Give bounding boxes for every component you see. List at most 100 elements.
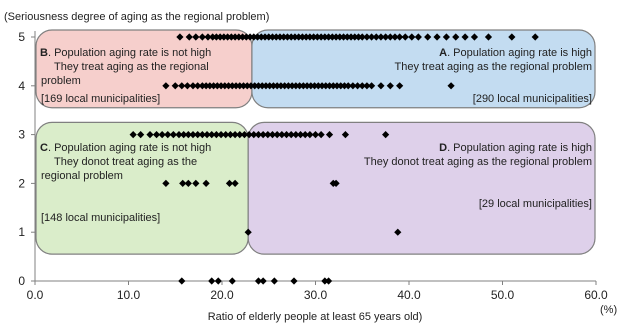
data-point <box>396 82 404 90</box>
data-point <box>216 33 224 41</box>
data-point <box>246 33 254 41</box>
data-point <box>222 131 230 139</box>
data-point <box>209 33 217 41</box>
data-point <box>368 82 376 90</box>
y-tick-label: 5 <box>18 30 25 44</box>
data-point <box>175 131 183 139</box>
data-point <box>171 82 179 90</box>
data-point <box>354 33 363 41</box>
data-point <box>337 82 345 90</box>
data-point <box>272 33 280 41</box>
region-a-heading: A. Population aging rate is high <box>439 47 592 59</box>
data-point <box>322 82 330 90</box>
data-point <box>292 82 300 90</box>
data-point <box>311 131 320 139</box>
data-point <box>232 82 240 90</box>
data-point <box>254 82 263 90</box>
data-point <box>178 82 186 90</box>
data-point <box>152 131 161 139</box>
region-a-description-line: They treat aging as the regional problem <box>394 61 592 73</box>
data-point <box>433 33 441 41</box>
data-point <box>287 131 295 139</box>
data-point <box>340 82 349 90</box>
data-point <box>202 179 210 187</box>
data-point <box>358 82 366 90</box>
data-point <box>254 131 263 139</box>
data-point <box>158 131 166 139</box>
data-point <box>321 33 329 41</box>
data-point <box>321 277 329 285</box>
data-point <box>303 82 311 90</box>
data-point <box>250 131 258 139</box>
data-point <box>242 33 250 41</box>
data-point <box>452 33 460 41</box>
data-point <box>270 277 278 285</box>
data-point <box>240 131 249 139</box>
data-point <box>278 131 286 139</box>
region-a-letter: A <box>439 47 447 59</box>
data-point <box>347 33 355 41</box>
data-point <box>192 33 200 41</box>
data-point <box>206 82 214 90</box>
data-point <box>266 82 274 90</box>
data-point <box>324 33 333 41</box>
data-markers <box>129 33 539 285</box>
data-point <box>203 131 211 139</box>
data-point <box>288 82 296 90</box>
data-point <box>277 82 285 90</box>
data-point <box>208 131 216 139</box>
data-point <box>325 82 334 90</box>
data-point <box>382 33 390 41</box>
region-d-heading: D. Population aging rate is high <box>439 142 592 154</box>
x-axis-unit: (%) <box>600 304 617 316</box>
x-tick-label: 60.0 <box>584 288 608 302</box>
data-point <box>238 33 247 41</box>
data-point <box>295 33 303 41</box>
data-point <box>183 82 192 90</box>
data-point <box>162 179 170 187</box>
data-point <box>302 33 310 41</box>
data-point <box>382 131 390 139</box>
data-point <box>368 33 376 41</box>
data-point <box>227 33 235 41</box>
data-point <box>254 277 263 285</box>
data-point <box>259 131 267 139</box>
data-point <box>243 82 251 90</box>
x-tick-label: 50.0 <box>491 288 515 302</box>
data-point <box>214 277 222 285</box>
x-tick-label: 20.0 <box>210 288 234 302</box>
data-point <box>184 131 192 139</box>
chart-title: (Seriousness degree of aging as the regi… <box>4 11 269 23</box>
data-point <box>179 179 187 187</box>
data-point <box>318 82 326 90</box>
data-point <box>178 277 186 285</box>
data-point <box>298 33 307 41</box>
data-point <box>386 82 394 90</box>
region-c-description-line: regional problem <box>41 170 123 182</box>
data-point <box>253 33 262 41</box>
data-point <box>247 82 255 90</box>
data-point <box>176 33 184 41</box>
data-point <box>180 131 188 139</box>
region-c-heading-text: . Population aging rate is not high <box>48 142 211 154</box>
region-labels: B. Population aging rate is not highThey… <box>40 47 592 224</box>
data-point <box>202 82 210 90</box>
data-point <box>231 179 239 187</box>
data-point <box>447 82 455 90</box>
data-point <box>228 82 236 90</box>
data-point <box>408 33 416 41</box>
data-point <box>224 82 233 90</box>
data-point <box>162 82 170 90</box>
data-point <box>231 131 239 139</box>
data-point <box>307 82 315 90</box>
data-point <box>508 33 516 41</box>
data-point <box>235 33 243 41</box>
data-point <box>258 82 266 90</box>
data-point <box>281 82 289 90</box>
data-point <box>296 131 305 139</box>
data-point <box>341 131 350 139</box>
region-d-letter: D <box>439 142 447 154</box>
data-point <box>261 33 269 41</box>
data-point <box>299 82 307 90</box>
data-point <box>394 228 402 236</box>
